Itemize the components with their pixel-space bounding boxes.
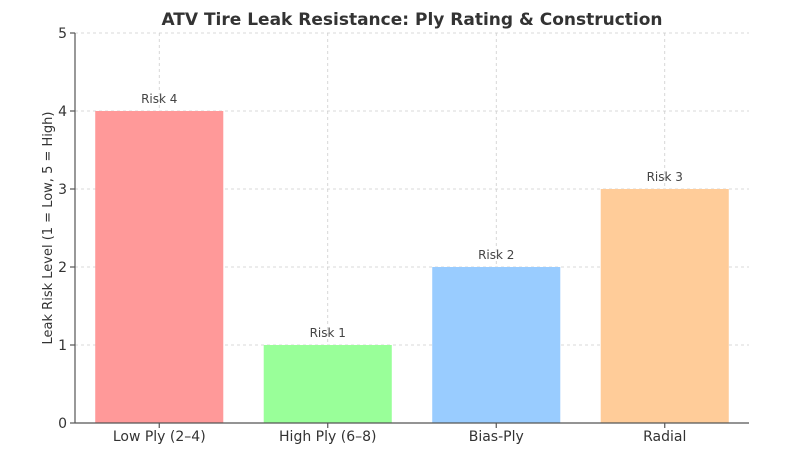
bar	[263, 345, 392, 423]
y-tick-label: 5	[58, 26, 67, 42]
y-tick-label: 0	[58, 416, 67, 432]
x-tick-label: Low Ply (2–4)	[113, 429, 206, 445]
y-tick-label: 4	[58, 104, 67, 120]
y-axis-label: Leak Risk Level (1 = Low, 5 = High)	[41, 112, 56, 345]
y-tick-label: 2	[58, 260, 67, 276]
data-label: Risk 1	[310, 326, 346, 340]
data-label: Risk 3	[647, 170, 683, 184]
x-tick-label: High Ply (6–8)	[279, 429, 376, 445]
data-label: Risk 4	[141, 92, 177, 106]
y-tick-label: 3	[58, 182, 67, 198]
data-label: Risk 2	[478, 248, 514, 262]
bar	[600, 189, 729, 423]
bar	[95, 111, 224, 423]
y-tick-label: 1	[58, 338, 67, 354]
x-tick-label: Bias-Ply	[469, 429, 524, 445]
x-tick-label: Radial	[643, 429, 686, 445]
bar	[432, 267, 561, 423]
chart-title: ATV Tire Leak Resistance: Ply Rating & C…	[161, 10, 662, 30]
